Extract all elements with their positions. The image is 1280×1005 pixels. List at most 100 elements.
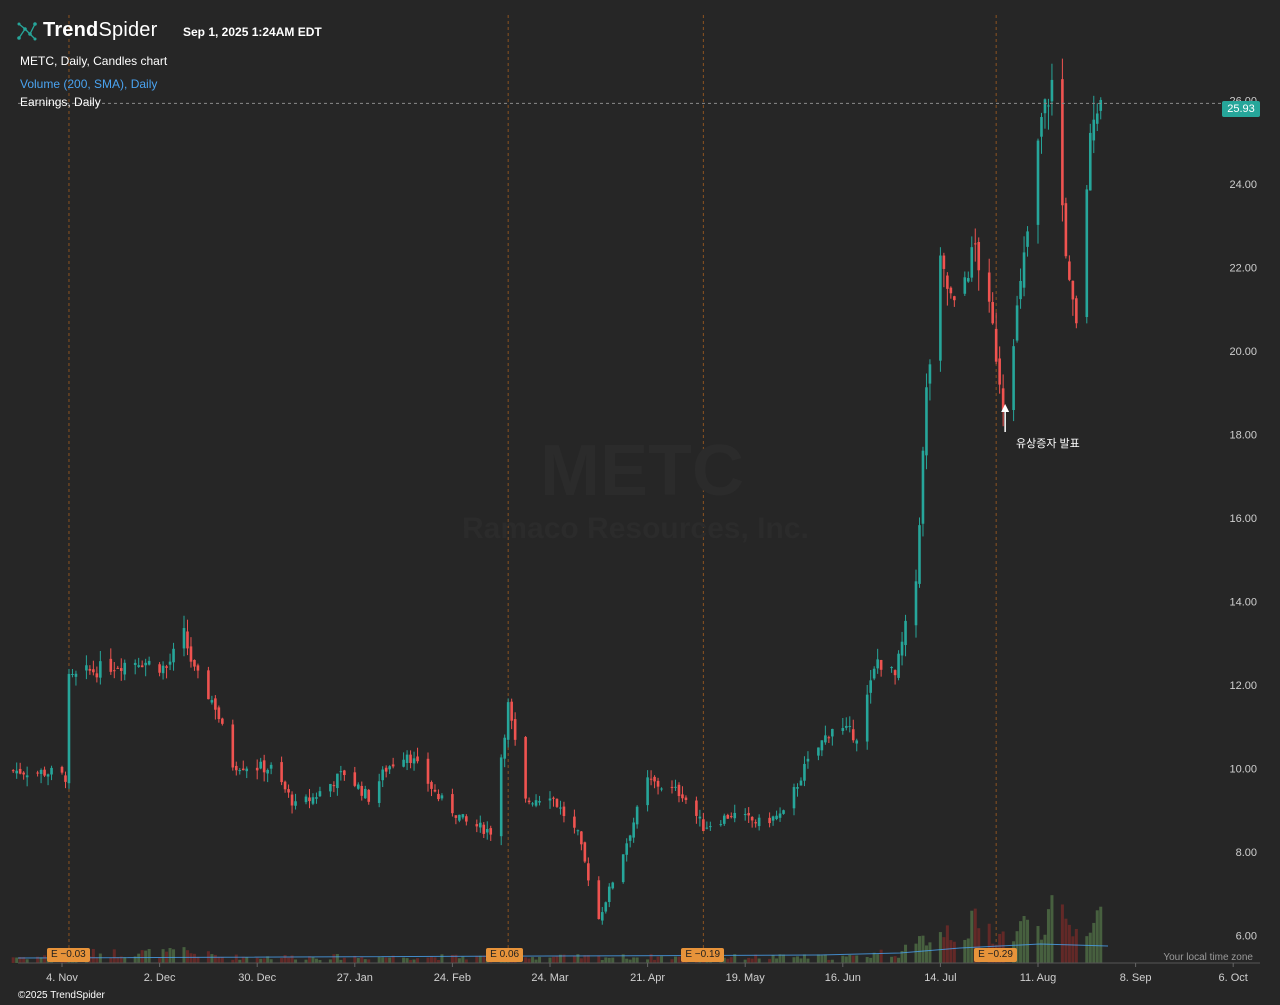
candle-body [1001, 388, 1005, 410]
volume-bar [677, 956, 681, 963]
candle-body [1085, 189, 1089, 318]
earnings-badge[interactable]: E −0.19 [681, 948, 725, 962]
earnings-badge[interactable]: E −0.03 [46, 948, 90, 962]
volume-bar [977, 928, 981, 963]
candle-body [416, 756, 419, 762]
candle-body [339, 771, 343, 773]
x-tick-label: 6. Oct [1219, 972, 1248, 984]
volume-bar [778, 954, 782, 963]
chart-title[interactable]: METC, Daily, Candles chart [20, 54, 168, 68]
candle-body [621, 854, 625, 883]
candle-body [140, 665, 144, 668]
volume-bar [722, 957, 726, 963]
volume-bar [339, 959, 343, 963]
candle-body [133, 662, 137, 665]
trendspider-logo[interactable]: TrendSpider [16, 19, 157, 42]
candle-body [583, 842, 587, 862]
volume-bar [241, 956, 245, 963]
candle-body [757, 817, 761, 827]
candle-body [294, 801, 297, 806]
candle-body [245, 768, 249, 772]
volume-bar [869, 957, 873, 963]
volume-bar [440, 954, 444, 963]
volume-bar [328, 959, 332, 963]
candle-body [580, 831, 583, 845]
candle-body [970, 247, 974, 278]
candle-body [855, 740, 859, 744]
candle-body [440, 795, 444, 799]
y-tick-label: 14.00 [1229, 597, 1257, 609]
candle-body [942, 255, 946, 269]
earnings-badge[interactable]: E −0.29 [974, 948, 1017, 962]
volume-bar [478, 955, 482, 963]
candle-body [363, 788, 367, 799]
x-tick-label: 24. Mar [531, 972, 569, 984]
x-tick-label: 24. Feb [434, 972, 471, 984]
candle-body [660, 788, 663, 790]
candle-body [1075, 298, 1078, 324]
candle-body [1015, 305, 1019, 341]
volume-bar [109, 957, 113, 963]
volume-bar [360, 956, 364, 963]
volume-bar [1050, 895, 1054, 963]
volume-bar [848, 954, 852, 963]
volume-bar [656, 956, 660, 963]
volume-bar [133, 956, 137, 963]
volume-bar [332, 954, 336, 963]
candle-body [524, 737, 527, 799]
candle-body [552, 797, 555, 799]
candle-body [1040, 117, 1043, 137]
candle-body [1092, 119, 1096, 141]
candle-body [147, 660, 151, 665]
timezone-note[interactable]: Your local time zone [1163, 952, 1253, 963]
volume-bar [409, 959, 413, 963]
x-tick-label: 2. Dec [144, 972, 176, 984]
candle-body [433, 789, 437, 792]
candle-body [806, 758, 810, 762]
candle-body [548, 798, 552, 801]
volume-bar [775, 958, 779, 963]
candle-body [36, 772, 39, 774]
watermark-symbol: METC [540, 431, 744, 511]
candle-body [848, 726, 852, 728]
candle-body [1043, 99, 1047, 114]
y-tick-label: 6.00 [1236, 931, 1257, 943]
volume-bar [607, 957, 611, 963]
volume-bar [172, 949, 176, 963]
volume-bar [538, 956, 542, 963]
volume-bar [457, 958, 461, 963]
candle-body [695, 800, 698, 816]
candle-body [259, 761, 262, 769]
volume-bar [25, 959, 29, 963]
volume-bar [112, 949, 116, 963]
volume-bar [147, 949, 151, 963]
candle-body [824, 735, 827, 743]
candle-body [85, 665, 88, 671]
candle-body [329, 783, 332, 792]
volume-bar [1074, 928, 1078, 963]
volume-bar [161, 949, 165, 963]
candle-body [25, 775, 29, 778]
candle-body [262, 760, 266, 773]
candle-body [241, 768, 245, 771]
candle-body [503, 737, 506, 759]
volume-bar [116, 957, 120, 963]
volume-bar [733, 954, 737, 963]
earnings-badge[interactable]: E 0.06 [486, 948, 524, 962]
candle-body [963, 277, 967, 294]
volume-bar [646, 959, 650, 963]
y-tick-label: 16.00 [1229, 513, 1257, 525]
candle-body [367, 789, 371, 802]
candle-body [238, 770, 242, 772]
volume-bar [238, 959, 242, 963]
candle-body [994, 328, 998, 362]
candle-body [168, 661, 172, 665]
indicator-volume[interactable]: Volume (200, SMA), Daily [20, 77, 158, 91]
candle-body [214, 698, 217, 710]
volume-bar [220, 957, 224, 963]
volume-bar [294, 959, 298, 963]
indicator-earnings[interactable]: Earnings, Daily [20, 95, 101, 109]
candle-body [388, 766, 391, 770]
candle-body [625, 843, 628, 855]
